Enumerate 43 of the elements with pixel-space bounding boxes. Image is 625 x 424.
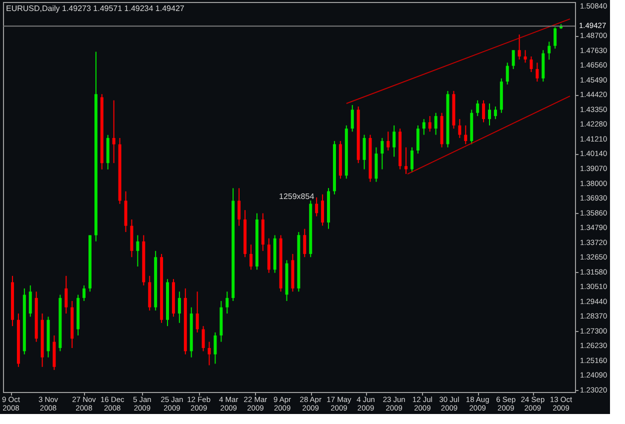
- candlestick: [428, 116, 432, 132]
- candlestick: [362, 134, 366, 170]
- candlestick: [434, 112, 438, 136]
- candlestick: [416, 124, 420, 154]
- candlestick: [488, 103, 491, 126]
- candlestick: [321, 194, 324, 226]
- candlestick: [82, 284, 86, 302]
- candlestick: [524, 50, 527, 64]
- candlestick: [422, 118, 426, 136]
- candlestick: [178, 291, 181, 324]
- candlestick: [28, 284, 32, 318]
- candlestick: [536, 62, 539, 82]
- candlestick: [518, 34, 521, 60]
- candlestick: [112, 100, 116, 164]
- candlestick: [208, 341, 211, 366]
- candlestick: [410, 146, 414, 173]
- candlestick: [512, 50, 515, 70]
- candlestick: [458, 118, 462, 138]
- candlestick: [464, 124, 468, 145]
- candlestick: [548, 41, 551, 60]
- candlestick: [136, 234, 140, 268]
- candlestick: [196, 291, 199, 333]
- candlestick: [350, 104, 354, 132]
- candlestick: [554, 26, 557, 50]
- candlestick: [476, 100, 480, 117]
- candlestick: [214, 332, 217, 364]
- candlestick: [482, 100, 486, 123]
- candlestick: [64, 275, 68, 314]
- candlestick: [386, 131, 390, 152]
- candlestick: [506, 62, 509, 85]
- candlestick: [315, 196, 318, 217]
- candlestick: [530, 56, 533, 73]
- annotation: 1259x854: [279, 192, 315, 201]
- candlestick: [303, 228, 306, 258]
- candlestick: [238, 188, 241, 226]
- candlestick: [392, 124, 396, 158]
- chart-title: EURUSD,Daily 1.49273 1.49571 1.49234 1.49427: [6, 4, 185, 13]
- candlestick: [249, 244, 252, 270]
- candlestick: [202, 326, 205, 352]
- candlestick: [380, 137, 384, 170]
- candlestick: [494, 106, 497, 120]
- candlestick: [226, 291, 229, 314]
- candlestick: [404, 146, 408, 174]
